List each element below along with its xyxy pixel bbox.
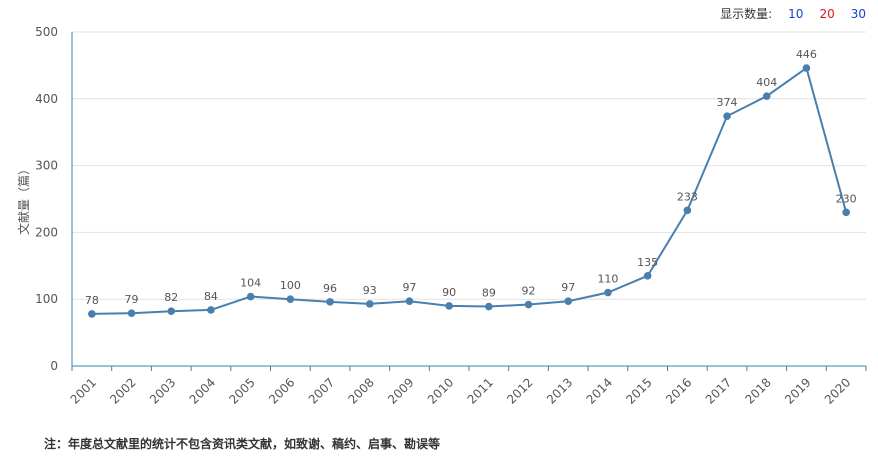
- data-point: [524, 300, 533, 309]
- data-label: 90: [442, 286, 456, 299]
- data-point: [762, 92, 771, 100]
- x-tick-label: 2004: [187, 375, 218, 406]
- y-tick-label: 400: [35, 92, 58, 106]
- x-tick-label: 2012: [504, 375, 535, 406]
- y-tick-label: 300: [35, 159, 58, 173]
- x-tick-label: 2013: [544, 375, 575, 406]
- data-point: [445, 302, 453, 310]
- data-label: 110: [597, 273, 618, 286]
- data-point: [683, 206, 692, 215]
- data-label: 446: [796, 48, 817, 61]
- x-tick-label: 2002: [107, 375, 138, 406]
- data-label: 404: [756, 76, 777, 89]
- x-tick-label: 2017: [703, 375, 734, 406]
- data-label: 89: [482, 287, 496, 300]
- data-point: [643, 272, 652, 280]
- data-point: [246, 292, 255, 301]
- data-label: 374: [717, 96, 738, 109]
- data-label: 92: [522, 285, 536, 298]
- x-tick-label: 2001: [68, 375, 99, 406]
- data-label: 104: [240, 277, 261, 290]
- data-label: 84: [204, 290, 218, 303]
- x-tick-label: 2018: [742, 375, 773, 406]
- data-point: [564, 297, 573, 306]
- data-point: [286, 295, 295, 304]
- display-count-bar: 显示数量: 10 20 30: [720, 5, 866, 22]
- data-point: [723, 112, 731, 120]
- y-axis-title: 文献量（篇）: [16, 163, 31, 235]
- data-point: [167, 307, 176, 316]
- data-label: 100: [280, 279, 301, 292]
- x-tick-label: 2015: [623, 375, 654, 406]
- data-point: [604, 288, 612, 297]
- data-label: 79: [125, 293, 139, 306]
- x-tick-label: 2005: [226, 375, 257, 406]
- footnote: 注：年度总文献里的统计不包含资讯类文献，如致谢、稿约、启事、勘误等: [44, 437, 441, 451]
- data-point: [405, 297, 414, 306]
- data-label: 97: [402, 281, 416, 294]
- x-tick-label: 2010: [425, 375, 456, 406]
- count-option-30[interactable]: 30: [850, 6, 866, 21]
- y-tick-label: 500: [35, 25, 58, 39]
- data-point: [365, 300, 374, 308]
- y-tick-label: 100: [35, 292, 58, 306]
- display-count-label: 显示数量:: [720, 7, 773, 21]
- data-label: 96: [323, 282, 337, 295]
- x-tick-label: 2007: [306, 375, 337, 406]
- count-option-10[interactable]: 10: [788, 6, 804, 21]
- x-tick-label: 2011: [465, 375, 496, 406]
- data-label: 135: [637, 256, 658, 269]
- data-point: [88, 310, 96, 318]
- x-tick-label: 2016: [663, 375, 694, 406]
- x-tick-label: 2019: [782, 375, 813, 406]
- count-option-20[interactable]: 20: [819, 6, 835, 21]
- data-label: 233: [677, 190, 698, 203]
- data-point: [207, 306, 215, 314]
- data-point: [485, 302, 493, 311]
- data-label: 97: [561, 281, 575, 294]
- data-label: 93: [363, 284, 377, 297]
- x-tick-label: 2003: [147, 375, 178, 406]
- x-tick-label: 2014: [584, 375, 615, 406]
- x-tick-label: 2020: [822, 375, 853, 406]
- data-label: 230: [836, 192, 857, 205]
- data-point: [842, 208, 850, 217]
- y-tick-label: 200: [35, 225, 58, 239]
- data-point: [127, 309, 136, 318]
- data-label: 78: [85, 294, 99, 307]
- series-line: [91, 66, 848, 315]
- data-point: [802, 64, 811, 72]
- data-label: 82: [164, 291, 178, 304]
- x-tick-label: 2008: [345, 375, 376, 406]
- data-point: [326, 298, 334, 306]
- x-tick-label: 2009: [385, 375, 416, 406]
- y-tick-label: 0: [50, 359, 58, 373]
- line-chart: 0 100 200 300 400 500 2001 2002 2003 2004 2005 2006…: [16, 25, 867, 407]
- x-tick-label: 2006: [266, 375, 297, 406]
